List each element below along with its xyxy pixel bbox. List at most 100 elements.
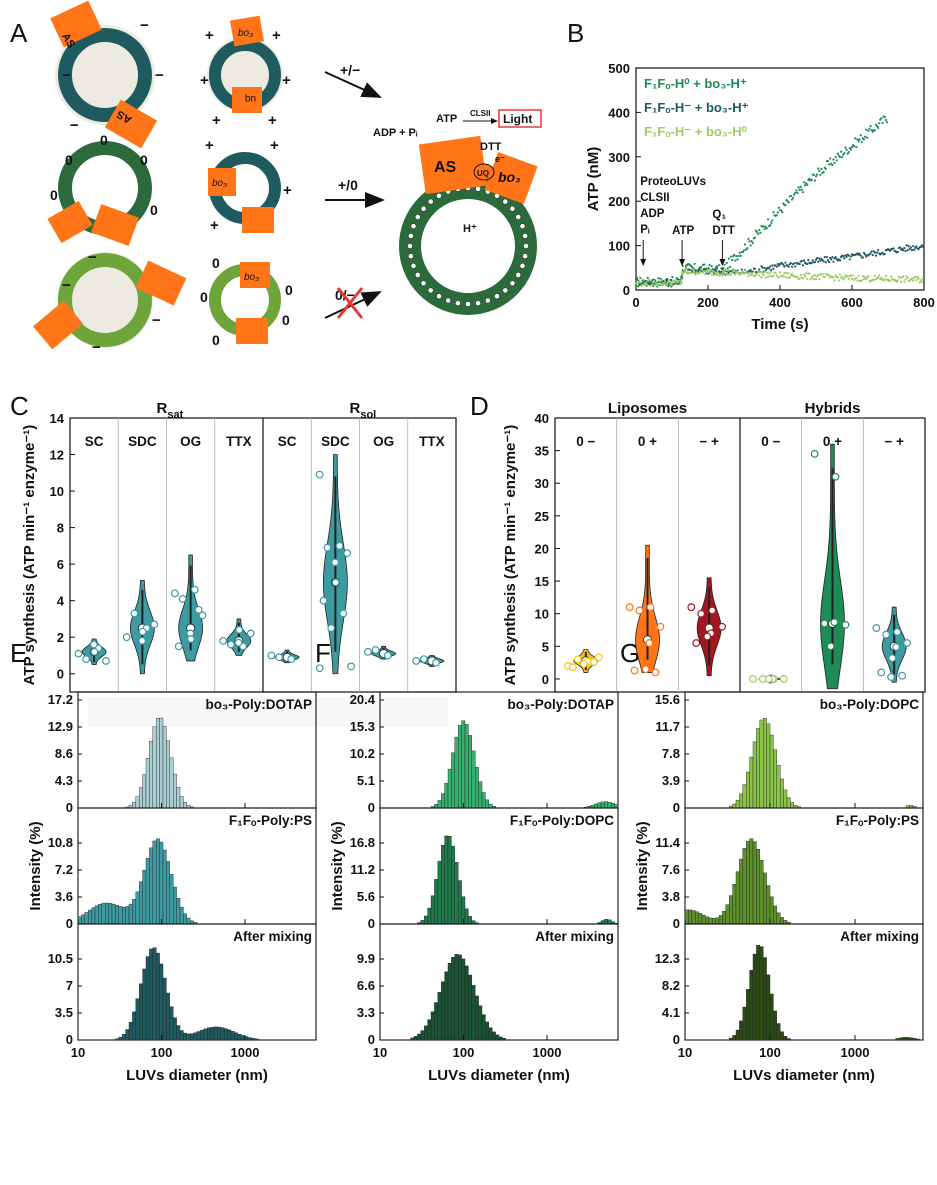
group-subscript: sat: [167, 409, 183, 421]
data-point: [746, 272, 749, 275]
y-tick-label: 0: [673, 916, 680, 931]
histogram-bar: [166, 740, 170, 809]
histogram-bar: [447, 963, 452, 1041]
data-point: [659, 283, 662, 286]
data-point: [383, 651, 392, 660]
data-point: [717, 271, 720, 275]
data-point: [647, 278, 650, 282]
data-point: [738, 251, 741, 254]
histogram-bar: [159, 841, 164, 925]
category-label: TTX: [226, 434, 252, 449]
histogram-bar: [193, 1032, 198, 1041]
data-point: [735, 255, 738, 258]
histogram-bar: [766, 885, 771, 925]
data-point: [727, 257, 730, 260]
data-point: [819, 173, 822, 177]
data-point: [734, 259, 737, 262]
data-point: [747, 275, 750, 278]
category-label: 0 +: [823, 434, 842, 449]
histogram-bar: [481, 1014, 486, 1041]
histogram-bar: [200, 1029, 204, 1041]
histogram-bar: [240, 1035, 245, 1041]
histogram-bar: [444, 971, 449, 1041]
y-tick-label: 6: [57, 557, 64, 572]
data-point: [797, 186, 800, 189]
histogram-bar: [183, 801, 187, 809]
data-point: [810, 178, 813, 182]
data-point: [869, 125, 872, 128]
data-point: [749, 268, 752, 272]
histogram-bar: [735, 799, 740, 809]
histogram-bar: [780, 778, 784, 809]
histogram-bar: [451, 956, 455, 1041]
data-point: [776, 262, 779, 266]
charge-sign: +: [205, 137, 214, 154]
plot-panel-b: 0 200 400 600 800 0 100 200 300 400 500 Time (s) ATP…: [585, 61, 935, 333]
data-point: [364, 647, 372, 656]
histogram-bar: [410, 1037, 415, 1041]
lipid-dot: [519, 262, 526, 269]
histogram-bar: [118, 906, 123, 925]
histogram-bar: [735, 871, 740, 925]
histogram-bar: [145, 956, 150, 1041]
histogram-bar: [135, 998, 140, 1041]
data-point: [226, 640, 235, 649]
data-point: [784, 204, 787, 207]
data-point: [860, 279, 863, 282]
histogram-bar: [81, 914, 86, 925]
y-axis-label: Intensity (%): [634, 821, 651, 910]
plot-panel-f: 0 5.1 10.2 15.3 20.4 bo₃-Poly:DOTAP 0 5.6 11.2 16…: [329, 691, 619, 1084]
data-point: [718, 622, 726, 631]
enzyme-label-as: AS: [434, 159, 457, 176]
data-point: [807, 258, 810, 262]
histogram-bar: [210, 1026, 215, 1041]
histogram-bar: [128, 903, 133, 925]
histogram-bar: [169, 1006, 174, 1041]
charge-sign: −: [88, 249, 97, 266]
enzyme-label: bo₃: [212, 178, 227, 189]
data-point: [805, 272, 808, 275]
charge-sign: +: [282, 72, 291, 89]
data-point: [775, 265, 778, 268]
data-point: [723, 263, 726, 266]
data-point: [779, 209, 783, 212]
data-point: [690, 271, 693, 274]
data-point: [848, 258, 851, 261]
data-point: [648, 284, 652, 287]
category-label: SDC: [321, 434, 350, 449]
y-tick-label: 500: [608, 61, 630, 76]
histogram-bar: [790, 802, 795, 809]
data-point: [810, 261, 813, 264]
histogram-bar: [254, 1038, 259, 1041]
lipid-dot: [407, 243, 413, 249]
y-tick-label: 3.3: [357, 1005, 375, 1020]
histogram-bar: [213, 1026, 218, 1041]
histogram-bar: [468, 916, 472, 925]
data-point: [743, 243, 747, 246]
data-point: [641, 665, 650, 674]
data-point: [917, 277, 920, 280]
data-point: [830, 258, 833, 261]
data-point: [875, 251, 879, 254]
data-point: [765, 675, 773, 683]
histogram-bar: [468, 735, 472, 809]
histogram-bar: [251, 1038, 255, 1041]
data-point: [339, 609, 348, 618]
data-point: [874, 254, 878, 257]
data-point: [842, 278, 845, 281]
data-point: [839, 150, 843, 153]
data-point: [697, 609, 706, 618]
histogram-bar: [104, 902, 109, 925]
histogram-bar: [735, 1029, 740, 1041]
data-point: [699, 265, 703, 269]
histogram-bar: [220, 1027, 225, 1041]
lipid-dot: [522, 253, 529, 259]
data-point: [818, 169, 821, 172]
data-point: [871, 253, 874, 257]
data-point: [246, 629, 255, 638]
data-point: [692, 268, 695, 271]
data-point: [718, 270, 721, 273]
data-point: [737, 272, 740, 275]
data-point: [873, 251, 877, 254]
data-point: [687, 603, 696, 612]
